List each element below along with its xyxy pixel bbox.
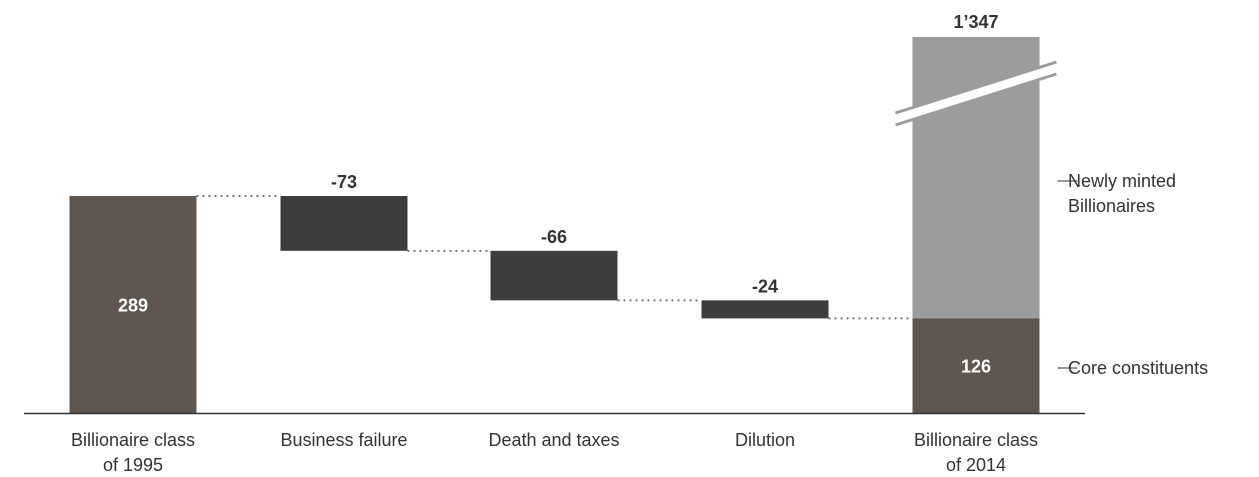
x-tick-label-1-line-2: of 1995: [103, 455, 163, 475]
x-tick-label-5-line-2: of 2014: [946, 455, 1006, 475]
axis-break-gap: [895, 62, 1057, 125]
x-tick-label-1-line-1: Billionaire class: [71, 430, 195, 450]
callout-label-newly-minted-1: Newly minted: [1068, 171, 1176, 191]
axis-break-line-top: [895, 60, 1057, 115]
callout-label-newly-minted-2: Billionaires: [1068, 196, 1155, 216]
bar-label-delta-3: -24: [752, 276, 778, 296]
x-tick-label-4-line-1: Dilution: [735, 430, 795, 450]
bar-label-2014-total: 1’347: [953, 12, 998, 32]
bar-label-2014-core: 126: [961, 357, 991, 377]
x-tick-label-3-line-1: Death and taxes: [488, 430, 619, 450]
bar-delta-3: [701, 300, 829, 319]
x-tick-label-5-line-1: Billionaire class: [914, 430, 1038, 450]
bar-label-delta-1: -73: [331, 172, 357, 192]
bar-1995-total: [69, 196, 197, 413]
bar-delta-2: [490, 250, 618, 301]
bar-label-delta-2: -66: [541, 227, 567, 247]
bar-2014-core: [912, 318, 1040, 413]
x-tick-label-2-line-1: Business failure: [280, 430, 407, 450]
axis-break-line-bottom: [895, 72, 1057, 127]
bar-delta-1: [280, 196, 408, 251]
bar-label-1995: 289: [118, 296, 148, 316]
callout-label-core: Core constituents: [1068, 358, 1208, 378]
